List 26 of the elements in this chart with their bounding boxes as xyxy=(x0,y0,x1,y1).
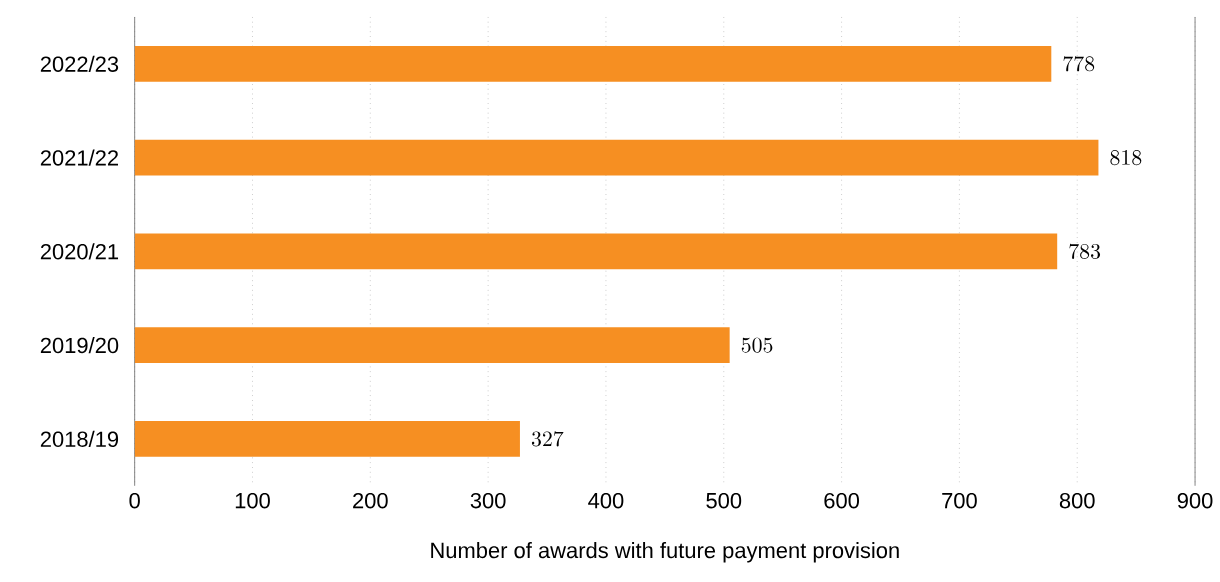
bar xyxy=(134,233,1058,270)
y-tick-label: 2021/22 xyxy=(40,149,118,166)
data-label: 505 xyxy=(741,337,773,353)
data-label: 327 xyxy=(531,431,564,447)
x-tick-label: 300 xyxy=(470,493,506,509)
x-axis-title: Number of awards with future payment provision xyxy=(431,542,899,563)
x-tick-label: 200 xyxy=(353,493,388,509)
y-tick-label: 2019/20 xyxy=(40,337,119,354)
x-tick-label: 0 xyxy=(129,493,140,509)
x-tick-label: 400 xyxy=(588,493,624,509)
y-tick-label: 2018/19 xyxy=(40,431,119,448)
y-tick-label: 2022/23 xyxy=(40,56,119,73)
bar xyxy=(134,327,730,364)
data-label: 783 xyxy=(1069,243,1101,260)
x-tick-label: 700 xyxy=(942,493,977,509)
data-label: 778 xyxy=(1063,56,1095,72)
y-tick-label: 2020/21 xyxy=(40,243,119,260)
x-tick-label: 800 xyxy=(1059,493,1095,509)
x-tick-label: 600 xyxy=(824,493,860,509)
x-tick-label: 900 xyxy=(1177,493,1213,509)
bar xyxy=(134,46,1052,82)
bar xyxy=(134,140,1099,176)
x-tick-label: 100 xyxy=(235,493,270,509)
bar xyxy=(134,421,520,457)
x-tick-label: 500 xyxy=(706,493,742,509)
data-label: 818 xyxy=(1110,150,1142,166)
